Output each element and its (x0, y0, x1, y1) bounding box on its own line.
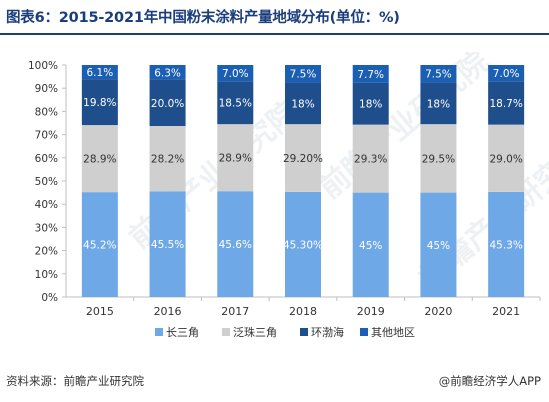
data-label: 45.5% (151, 239, 184, 251)
x-tick-label: 2016 (154, 305, 182, 318)
y-tick-label: 90% (35, 83, 58, 95)
data-label: 45% (427, 240, 450, 252)
legend-label: 环渤海 (311, 325, 344, 339)
y-tick-label: 30% (35, 222, 58, 234)
bar-segment (217, 124, 254, 192)
legend-label: 其他地区 (371, 326, 415, 339)
bar-segment (285, 124, 321, 192)
bar-segment (217, 191, 254, 297)
y-tick-label: 10% (35, 269, 58, 281)
y-tick-label: 20% (35, 246, 58, 258)
bar-segment (352, 82, 389, 125)
data-label: 45.3% (489, 239, 522, 251)
bar-segment (81, 79, 118, 126)
watermark-text: 前瞻产业研究院 (313, 52, 496, 206)
bar-segment (285, 191, 321, 297)
bar-segment (149, 126, 186, 192)
bar-segment (488, 81, 525, 125)
bar-segment (217, 81, 254, 125)
publisher-credit: @前瞻经济学人APP (438, 374, 541, 388)
legend-swatch (300, 328, 308, 336)
bar-segment (217, 65, 254, 82)
bar-segment (81, 192, 118, 297)
x-tick-label: 2021 (492, 305, 520, 318)
data-label: 7.7% (357, 69, 384, 81)
data-label: 29.20% (283, 153, 323, 165)
bar-segment (420, 124, 457, 193)
data-label: 6.3% (154, 67, 181, 79)
data-label: 18% (291, 98, 314, 110)
bar-segment (352, 65, 389, 83)
data-label: 45% (359, 240, 382, 252)
data-label: 28.9% (83, 154, 116, 166)
bar-segment (488, 65, 525, 82)
x-tick-label: 2018 (289, 305, 317, 318)
y-tick-label: 40% (35, 199, 58, 211)
bar-segment (488, 191, 525, 297)
data-label: 28.9% (219, 153, 252, 165)
data-label: 28.2% (151, 154, 184, 166)
bar-segment (81, 65, 118, 80)
data-label: 7.5% (425, 69, 452, 81)
y-tick-label: 0% (41, 292, 58, 304)
bar-segment (488, 124, 525, 192)
data-label: 20.0% (151, 98, 184, 110)
title-underline (0, 33, 549, 35)
legend-label: 长三角 (166, 326, 199, 339)
y-tick-label: 60% (35, 153, 58, 165)
bar-segment (285, 82, 321, 125)
bar-segment (420, 82, 457, 125)
x-tick-label: 2019 (357, 305, 385, 318)
data-label: 45.30% (283, 239, 323, 251)
data-label: 7.0% (222, 68, 249, 80)
legend: 长三角 泛珠三角 环渤海 其他地区 (155, 325, 415, 339)
bar-segment (81, 125, 118, 193)
bar-segment (420, 192, 457, 297)
x-tick-label: 2017 (221, 305, 249, 318)
data-label: 29.3% (354, 154, 387, 166)
x-tick-labels: 2015 2016 2017 2018 2019 2020 2021 (86, 305, 520, 318)
legend-swatch (360, 328, 368, 336)
data-label: 7.5% (290, 69, 317, 81)
data-label: 29.0% (489, 153, 522, 165)
y-tick-label: 50% (35, 176, 58, 188)
bar-segment (420, 65, 457, 83)
bar-segment (149, 191, 186, 297)
bar-segment (149, 65, 186, 80)
data-label: 18.5% (219, 98, 252, 110)
x-tick-label: 2015 (86, 305, 114, 318)
y-tick-label: 80% (35, 106, 58, 118)
data-label: 18.7% (489, 98, 522, 110)
source-note: 资料来源：前瞻产业研究院 (6, 374, 144, 388)
bars: 45.2% 28.9% 19.8% 6.1% 45.5% 28.2% 20.0% 6.3% 45… (81, 65, 525, 297)
data-label: 6.1% (87, 67, 114, 79)
bar-segment (352, 124, 389, 193)
chart-title: 图表6：2015-2021年中国粉末涂料产量地域分布(单位：%) (6, 10, 400, 26)
x-tick-label: 2020 (424, 305, 452, 318)
y-tick-label: 100% (28, 60, 58, 72)
data-label: 7.0% (493, 68, 520, 80)
data-label: 45.6% (219, 239, 252, 251)
data-label: 18% (359, 99, 382, 111)
legend-swatch (155, 328, 163, 336)
data-label: 19.8% (83, 97, 116, 109)
data-label: 18% (427, 98, 450, 110)
legend-label: 泛珠三角 (233, 325, 277, 339)
bar-segment (352, 192, 389, 297)
bar-segment (285, 65, 321, 83)
data-label: 45.2% (83, 240, 116, 252)
y-tick-label: 70% (35, 130, 58, 142)
bar-segment (149, 79, 186, 127)
data-label: 29.5% (422, 153, 455, 165)
axes: 0% 10% 20% 30% 40% 50% 60% 70% 80% 90% 100% (28, 60, 541, 304)
legend-swatch (222, 328, 230, 336)
